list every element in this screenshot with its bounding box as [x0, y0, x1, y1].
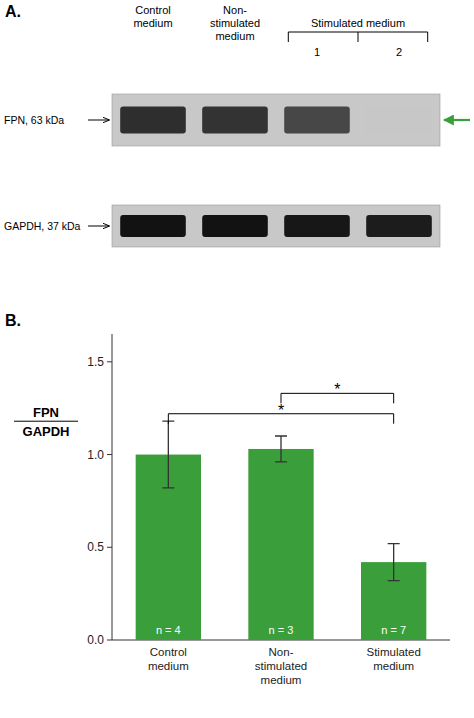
y-tick	[107, 361, 112, 362]
panel-b: B. 0.0 0.5 1.0 1.5 n = 4 n = 3 n = 7 Controlmedi…	[5, 312, 450, 686]
y-tick-label: 1.0	[87, 448, 104, 462]
y-tick-label: 1.5	[87, 355, 104, 369]
band	[120, 215, 186, 237]
divider	[112, 174, 440, 177]
y-label-numerator: FPN	[33, 405, 59, 420]
band	[284, 106, 350, 133]
n-label: n = 4	[156, 624, 181, 636]
error-bar	[275, 436, 287, 462]
y-tick-label: 0.5	[87, 540, 104, 554]
figure: A. Controlmedium Non-stimulatedmedium 1 2 Sti…	[0, 0, 474, 718]
row-label: FPN, 63 kDa	[4, 114, 64, 126]
significance-label: *	[278, 402, 284, 419]
y-label-denominator: GAPDH	[23, 424, 70, 439]
bar	[248, 449, 313, 640]
y-tick-label: 0.0	[87, 633, 104, 647]
group-bracket	[288, 32, 427, 42]
blot-background	[112, 205, 440, 247]
x-tick-label: Non-stimulatedmedium	[255, 646, 307, 686]
band	[366, 106, 432, 133]
n-label: n = 3	[269, 624, 294, 636]
y-tick	[107, 640, 112, 641]
y-axis	[112, 334, 113, 640]
panel-title: B.	[5, 312, 21, 329]
lane-label: Controlmedium	[133, 4, 172, 29]
x-tick-label: Stimulatedmedium	[366, 646, 420, 672]
lane-label: 2	[396, 46, 402, 58]
band	[366, 215, 432, 237]
band	[202, 215, 268, 237]
highlight-arrow	[444, 119, 470, 121]
row-label: GAPDH, 37 kDa	[4, 220, 81, 232]
lane-label: Non-stimulatedmedium	[210, 4, 260, 42]
fraction-line	[14, 421, 78, 422]
x-tick-label: Controlmedium	[148, 646, 189, 672]
bars	[136, 421, 427, 640]
lane-label: 1	[314, 46, 320, 58]
y-tick	[107, 454, 112, 455]
significance-label: *	[334, 381, 340, 398]
band	[202, 106, 268, 133]
row-arrow	[88, 120, 109, 121]
panel-title: A.	[5, 3, 21, 20]
n-label: n = 7	[381, 624, 406, 636]
blot-background	[112, 94, 440, 146]
error-bar	[388, 544, 400, 581]
band	[120, 106, 186, 133]
y-tick	[107, 547, 112, 548]
band	[284, 215, 350, 237]
panel-a: A. Controlmedium Non-stimulatedmedium 1 2 Sti…	[4, 3, 470, 247]
group-label: Stimulated medium	[311, 17, 405, 29]
row-arrow	[88, 226, 109, 227]
error-bar	[162, 421, 174, 488]
